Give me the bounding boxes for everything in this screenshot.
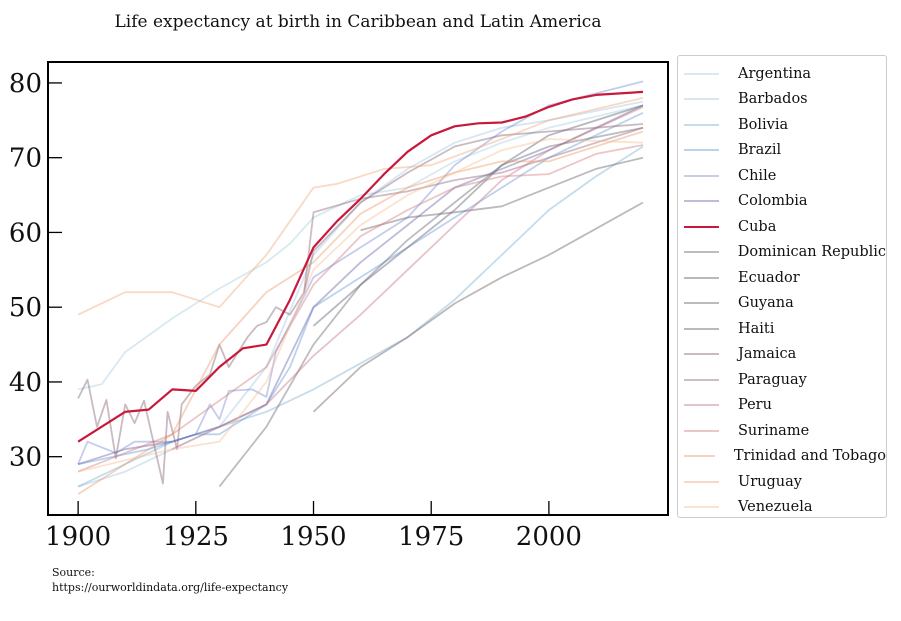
legend-item: Argentina	[678, 61, 886, 87]
legend-swatch	[684, 98, 719, 101]
x-tick-label: 1925	[163, 522, 229, 552]
legend-swatch	[684, 149, 719, 152]
legend-swatch	[684, 174, 719, 177]
legend-item: Dominican Republic	[678, 240, 886, 266]
source-url: https://ourworldindata.org/life-expectan…	[52, 581, 289, 594]
legend-label: Cuba	[738, 218, 777, 235]
legend-item: Paraguay	[678, 367, 886, 393]
legend-label: Haiti	[738, 320, 775, 337]
legend-swatch	[684, 225, 719, 228]
y-tick-label: 50	[9, 293, 42, 323]
series-line-suriname	[77, 144, 644, 473]
series-line-barbados	[77, 100, 644, 488]
legend-item: Jamaica	[678, 342, 886, 368]
chart-title: Life expectancy at birth in Caribbean an…	[114, 12, 602, 32]
legend-label: Ecuador	[738, 269, 800, 286]
legend-label: Chile	[738, 167, 777, 184]
legend-label: Venezuela	[738, 499, 813, 516]
y-tick-label: 60	[9, 218, 42, 248]
series-line-uruguay	[77, 97, 644, 316]
y-tick-label: 40	[9, 368, 42, 398]
series-line-colombia	[77, 104, 644, 466]
series-line-dominican-republic	[218, 126, 644, 488]
legend-item: Cuba	[678, 214, 886, 240]
series-line-bolivia	[77, 145, 644, 488]
legend-item: Chile	[678, 163, 886, 189]
x-tick-label: 1900	[45, 522, 111, 552]
legend-item: Peru	[678, 393, 886, 419]
legend-item: Trinidad and Tobago	[678, 444, 886, 470]
series-line-argentina	[77, 104, 644, 391]
legend-label: Paraguay	[738, 371, 807, 388]
legend-item: Uruguay	[678, 469, 886, 495]
series-line-haiti	[312, 201, 644, 413]
legend-item: Suriname	[678, 418, 886, 444]
x-tick-label: 2000	[516, 522, 582, 552]
legend-label: Argentina	[738, 65, 812, 82]
legend-item: Venezuela	[678, 495, 886, 521]
series-line-cuba	[77, 90, 644, 443]
legend-item: Haiti	[678, 316, 886, 342]
legend-item: Bolivia	[678, 112, 886, 138]
legend-swatch	[684, 378, 719, 381]
legend-swatch	[684, 200, 719, 203]
legend: Argentina Barbados Bolivia Brazil Chile Colom…	[677, 55, 887, 518]
legend-item: Colombia	[678, 189, 886, 215]
legend-swatch	[684, 251, 719, 254]
legend-swatch	[684, 429, 719, 432]
source-note: Source: https://ourworldindata.org/life-…	[52, 565, 288, 595]
legend-label: Brazil	[738, 142, 782, 159]
legend-label: Jamaica	[738, 346, 797, 363]
legend-swatch	[684, 353, 719, 356]
series-line-chile	[77, 80, 644, 465]
legend-label: Dominican Republic	[737, 244, 886, 261]
legend-label: Bolivia	[738, 116, 789, 133]
series-line-jamaica	[77, 123, 644, 485]
plot-frame	[47, 61, 669, 516]
series-line-brazil	[77, 111, 644, 466]
legend-label: Guyana	[738, 295, 794, 312]
legend-label: Barbados	[738, 91, 808, 108]
legend-swatch	[684, 276, 719, 279]
series-line-paraguay	[303, 126, 644, 293]
legend-swatch	[684, 123, 719, 126]
legend-item: Ecuador	[678, 265, 886, 291]
source-label: Source:	[52, 566, 95, 579]
series-line-guyana	[360, 156, 644, 232]
legend-item: Barbados	[678, 87, 886, 113]
y-tick-label: 30	[9, 443, 42, 473]
legend-swatch	[684, 480, 719, 483]
series-line-trinidad-and-tobago	[77, 130, 644, 495]
legend-label: Colombia	[738, 193, 808, 210]
series-line-ecuador	[312, 104, 644, 327]
legend-swatch	[684, 455, 715, 458]
legend-swatch	[684, 302, 719, 305]
legend-swatch	[684, 327, 719, 330]
legend-swatch	[684, 506, 719, 509]
y-tick-label: 80	[9, 69, 42, 99]
legend-item: Brazil	[678, 138, 886, 164]
y-tick-label: 70	[9, 144, 42, 174]
legend-swatch	[684, 72, 719, 75]
x-tick-label: 1950	[280, 522, 346, 552]
legend-label: Trinidad and Tobago	[733, 448, 886, 465]
legend-swatch	[684, 404, 719, 407]
legend-label: Uruguay	[738, 473, 802, 490]
legend-item: Guyana	[678, 291, 886, 317]
series-line-venezuela	[77, 138, 644, 473]
series-line-peru	[171, 106, 644, 451]
x-tick-label: 1975	[398, 522, 464, 552]
legend-label: Suriname	[738, 422, 810, 439]
legend-label: Peru	[738, 397, 772, 414]
